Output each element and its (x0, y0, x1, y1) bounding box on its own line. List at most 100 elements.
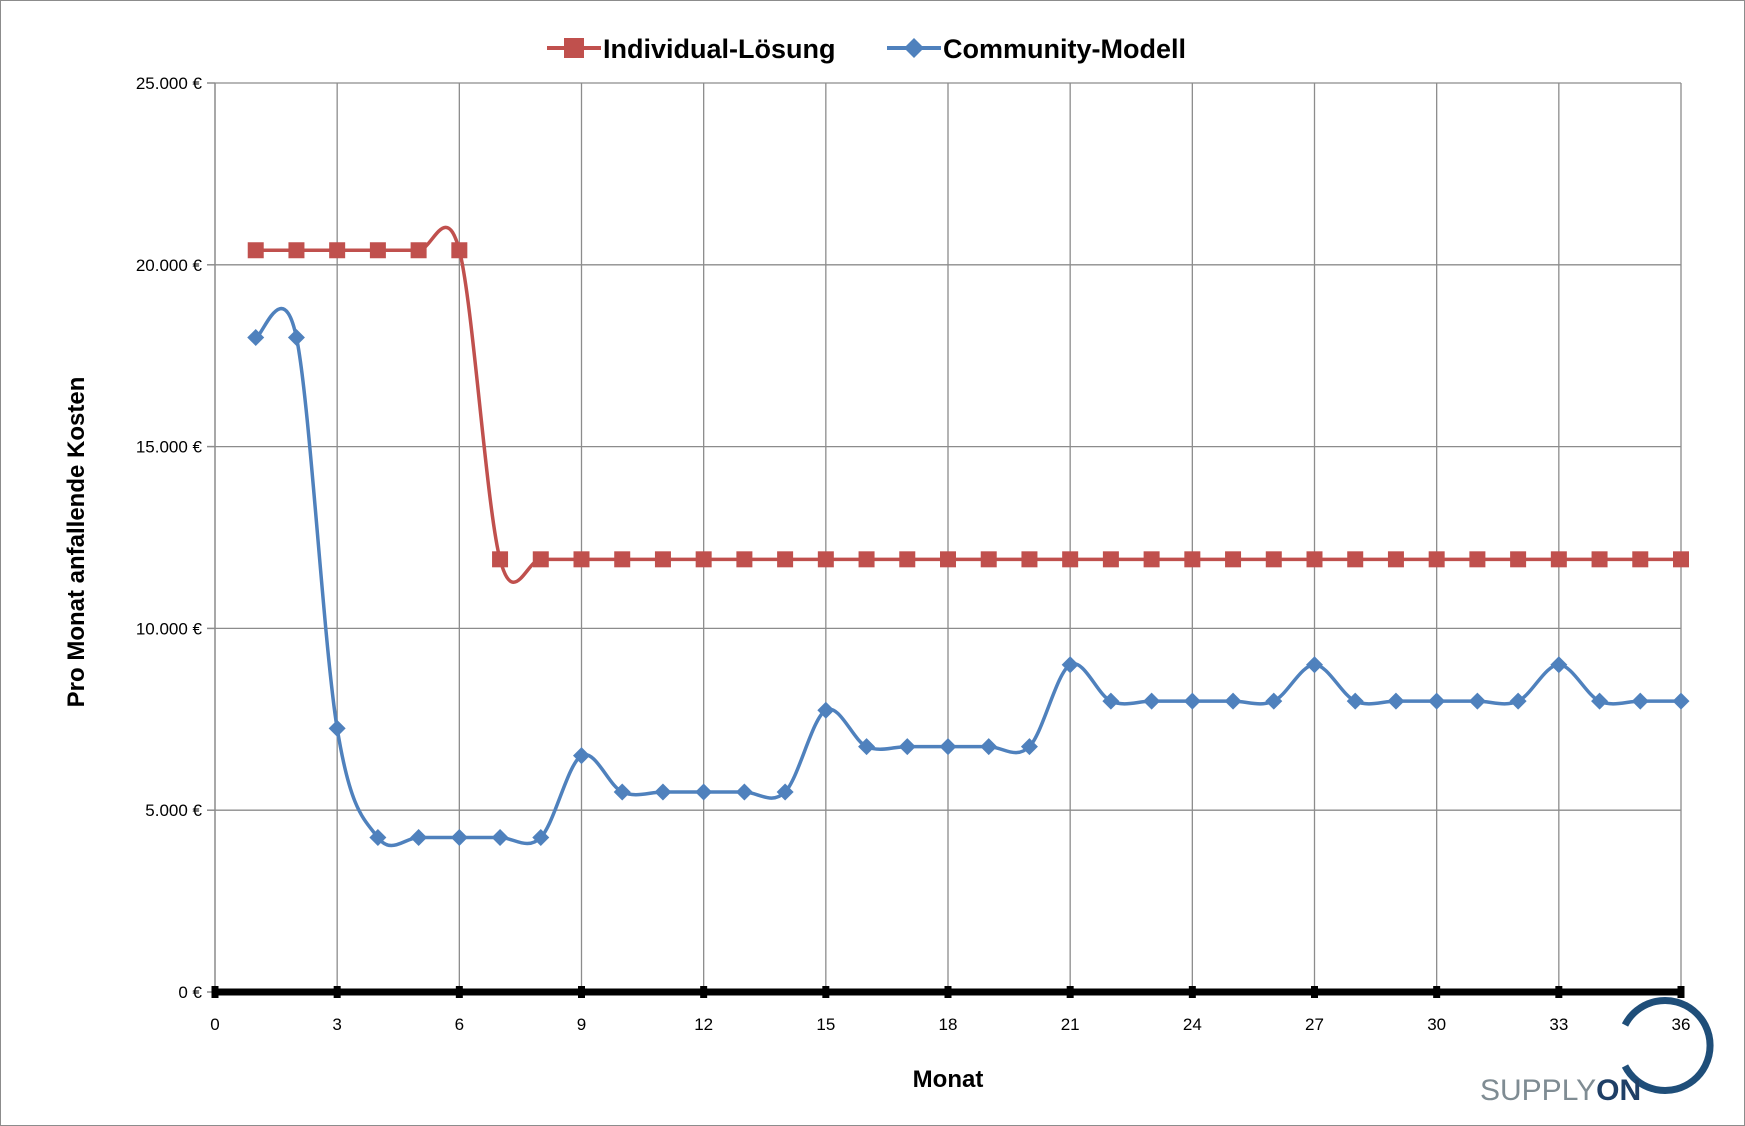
legend-item-individual: Individual-Lösung (547, 34, 835, 64)
data-point-square (817, 551, 834, 568)
data-point-diamond (695, 783, 713, 801)
data-point-square (1184, 551, 1201, 568)
x-tick-label: 0 (210, 1015, 219, 1034)
grid (215, 82, 1682, 992)
x-tick-label: 9 (577, 1015, 586, 1034)
data-point-diamond (450, 828, 468, 846)
supplyon-logo: SUPPLYON (1480, 997, 1714, 1107)
data-point-square (532, 551, 549, 568)
data-point-diamond (573, 747, 590, 765)
data-point-diamond (328, 719, 346, 737)
x-tick-label: 6 (455, 1015, 464, 1034)
y-tick-label: 5.000 € (145, 801, 202, 820)
data-point-square (777, 551, 794, 568)
data-point-square (940, 551, 956, 568)
data-point-square (1387, 551, 1404, 568)
data-point-diamond (939, 738, 957, 756)
data-point-square (369, 242, 386, 259)
series-line-1 (254, 306, 1681, 848)
legend: Individual-Lösung Community-Modell (547, 34, 1186, 64)
data-point-diamond (735, 783, 753, 801)
logo-ring (1621, 997, 1714, 1094)
x-axis-title: Monat (913, 1066, 984, 1093)
data-point-diamond (1387, 692, 1405, 710)
x-tick-label: 3 (332, 1015, 341, 1034)
y-axis-title: Pro Monat anfallende Kosten (63, 377, 90, 708)
series-line-0 (255, 225, 1681, 584)
data-point-square (1673, 551, 1689, 568)
x-tick-label: 33 (1549, 1015, 1568, 1034)
legend-label-individual: Individual-Lösung (603, 34, 835, 64)
data-point-square (1550, 551, 1567, 568)
data-point-diamond (1468, 692, 1486, 710)
legend-label-community: Community-Modell (943, 34, 1186, 64)
data-point-diamond (1102, 692, 1120, 710)
axes (207, 82, 1685, 998)
data-point-diamond (817, 701, 835, 719)
data-point-diamond (1183, 692, 1201, 710)
data-point-diamond (1346, 692, 1364, 710)
x-tick-label: 27 (1305, 1015, 1324, 1034)
data-point-square (614, 551, 631, 568)
svg-text:SUPPLYON: SUPPLYON (1480, 1074, 1641, 1107)
data-point-diamond (1061, 656, 1079, 674)
data-point-square (1428, 551, 1445, 568)
y-tick-label: 10.000 € (136, 619, 203, 638)
data-point-square (573, 551, 590, 568)
data-point-diamond (776, 783, 794, 801)
data-point-diamond (858, 738, 876, 756)
y-tick-label: 25.000 € (136, 74, 203, 93)
data-point-diamond (369, 828, 387, 846)
data-point-diamond (1306, 656, 1323, 674)
data-point-square (247, 242, 264, 259)
x-tick-label: 36 (1672, 1015, 1691, 1034)
data-point-diamond (1509, 692, 1527, 710)
data-point-diamond (1631, 692, 1649, 710)
data-point-diamond (980, 738, 998, 756)
data-point-square (899, 551, 916, 568)
data-point-diamond (613, 783, 631, 801)
data-point-square (1632, 551, 1649, 568)
data-point-diamond (410, 828, 428, 846)
data-point-diamond (1265, 692, 1283, 710)
x-tick-label: 24 (1183, 1015, 1202, 1034)
data-point-square (1591, 551, 1608, 568)
data-point-diamond (1591, 692, 1609, 710)
data-point-square (288, 242, 305, 259)
data-point-square (1306, 551, 1323, 568)
data-point-diamond (1224, 692, 1242, 710)
data-point-square (736, 551, 753, 568)
data-point-square (1143, 551, 1160, 568)
data-point-square (1265, 551, 1282, 568)
data-point-square (1021, 551, 1038, 568)
data-point-diamond (287, 329, 305, 347)
x-tick-label: 12 (694, 1015, 713, 1034)
data-point-square (492, 551, 509, 568)
data-point-diamond (1672, 692, 1690, 710)
y-tick-label: 15.000 € (136, 438, 203, 457)
data-point-diamond (1550, 656, 1568, 674)
data-point-diamond (1143, 692, 1161, 710)
x-tick-label: 30 (1427, 1015, 1446, 1034)
tick-labels: 0 3 6 9 12 15 18 21 24 27 30 33 360 €5.000 €10.000 €… (136, 74, 1691, 1034)
x-tick-label: 15 (816, 1015, 835, 1034)
data-point-square (1347, 551, 1364, 568)
y-tick-label: 20.000 € (136, 256, 203, 275)
y-tick-label: 0 € (178, 983, 202, 1002)
data-point-square (1102, 551, 1119, 568)
data-point-diamond (1020, 738, 1038, 756)
data-point-square (1510, 551, 1527, 568)
x-tick-label: 21 (1061, 1015, 1080, 1034)
x-tick-label: 18 (939, 1015, 958, 1034)
data-point-diamond (247, 329, 265, 347)
data-point-diamond (532, 828, 550, 846)
data-point-square (980, 551, 997, 568)
series (247, 225, 1690, 848)
data-point-diamond (1428, 692, 1446, 710)
data-point-square (1062, 551, 1079, 568)
data-point-square (695, 551, 712, 568)
data-point-diamond (654, 783, 672, 801)
data-point-square (329, 242, 346, 259)
data-point-square (451, 242, 468, 259)
